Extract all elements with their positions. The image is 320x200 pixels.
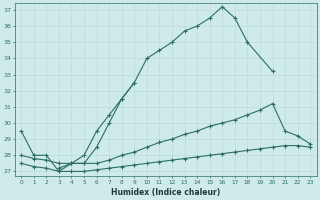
X-axis label: Humidex (Indice chaleur): Humidex (Indice chaleur) [111, 188, 220, 197]
